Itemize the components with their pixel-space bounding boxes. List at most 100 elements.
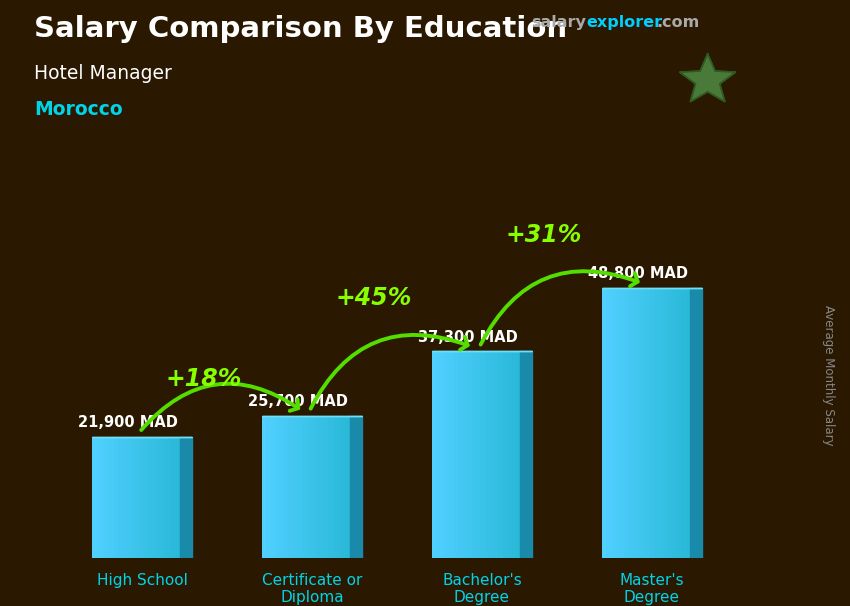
Bar	[105, 436, 110, 558]
Bar	[672, 288, 677, 558]
Text: High School: High School	[97, 573, 187, 588]
Bar	[654, 288, 660, 558]
Bar	[92, 436, 96, 558]
Bar	[132, 436, 136, 558]
Bar	[650, 288, 654, 558]
Bar	[342, 416, 346, 558]
Bar	[450, 351, 454, 558]
Polygon shape	[350, 416, 362, 558]
Bar	[158, 436, 162, 558]
Bar	[122, 436, 128, 558]
Bar	[310, 416, 314, 558]
Polygon shape	[690, 288, 702, 558]
Text: Morocco: Morocco	[34, 100, 122, 119]
Bar	[144, 436, 150, 558]
Bar	[682, 288, 686, 558]
Text: 21,900 MAD: 21,900 MAD	[77, 415, 178, 430]
Text: Certificate or
Diploma: Certificate or Diploma	[262, 573, 362, 605]
Bar	[162, 436, 167, 558]
Bar	[638, 288, 642, 558]
Bar	[660, 288, 664, 558]
Bar	[140, 436, 144, 558]
Bar	[498, 351, 502, 558]
Bar	[266, 416, 270, 558]
Bar	[606, 288, 610, 558]
Bar	[320, 416, 324, 558]
Bar	[642, 288, 646, 558]
Polygon shape	[680, 54, 735, 102]
Bar	[128, 436, 132, 558]
Text: salary: salary	[531, 15, 586, 30]
Bar	[484, 351, 490, 558]
Bar	[632, 288, 638, 558]
Bar	[118, 436, 122, 558]
Text: Salary Comparison By Education: Salary Comparison By Education	[34, 15, 567, 43]
Polygon shape	[520, 351, 532, 558]
Text: +45%: +45%	[336, 286, 412, 310]
Bar	[624, 288, 628, 558]
Bar	[275, 416, 280, 558]
Bar	[432, 351, 436, 558]
Bar	[302, 416, 306, 558]
Text: .com: .com	[656, 15, 700, 30]
Bar	[664, 288, 668, 558]
Bar	[298, 416, 302, 558]
Bar	[346, 416, 350, 558]
Bar	[646, 288, 650, 558]
Bar	[686, 288, 690, 558]
Bar	[668, 288, 672, 558]
Bar	[306, 416, 310, 558]
Bar	[516, 351, 520, 558]
Bar	[262, 416, 266, 558]
Bar	[292, 416, 298, 558]
Bar	[454, 351, 458, 558]
Text: Average Monthly Salary: Average Monthly Salary	[822, 305, 836, 446]
Bar	[96, 436, 100, 558]
Text: 37,300 MAD: 37,300 MAD	[417, 330, 518, 345]
Bar	[677, 288, 682, 558]
Bar	[490, 351, 494, 558]
Bar	[458, 351, 462, 558]
Text: +18%: +18%	[166, 367, 242, 391]
Bar	[620, 288, 624, 558]
Bar	[476, 351, 480, 558]
Text: explorer: explorer	[586, 15, 663, 30]
Bar	[270, 416, 275, 558]
Text: Bachelor's
Degree: Bachelor's Degree	[442, 573, 522, 605]
Text: Master's
Degree: Master's Degree	[620, 573, 684, 605]
Bar	[480, 351, 484, 558]
Polygon shape	[180, 436, 192, 558]
Bar	[462, 351, 468, 558]
Bar	[436, 351, 440, 558]
Text: Hotel Manager: Hotel Manager	[34, 64, 172, 82]
Bar	[602, 288, 606, 558]
Bar	[512, 351, 516, 558]
Bar	[628, 288, 632, 558]
Bar	[284, 416, 288, 558]
Bar	[176, 436, 180, 558]
Bar	[280, 416, 284, 558]
Bar	[445, 351, 450, 558]
Bar	[615, 288, 620, 558]
Text: +31%: +31%	[506, 223, 582, 247]
Bar	[100, 436, 105, 558]
Bar	[172, 436, 176, 558]
Bar	[167, 436, 172, 558]
Bar	[150, 436, 154, 558]
Bar	[610, 288, 615, 558]
Bar	[494, 351, 498, 558]
Bar	[472, 351, 476, 558]
Text: 25,700 MAD: 25,700 MAD	[247, 394, 348, 409]
Bar	[314, 416, 320, 558]
Bar	[110, 436, 114, 558]
Bar	[288, 416, 292, 558]
Bar	[154, 436, 158, 558]
Bar	[337, 416, 342, 558]
Bar	[502, 351, 507, 558]
Text: 48,800 MAD: 48,800 MAD	[587, 266, 688, 281]
Bar	[440, 351, 445, 558]
Bar	[324, 416, 328, 558]
Bar	[332, 416, 337, 558]
Bar	[328, 416, 332, 558]
Bar	[136, 436, 140, 558]
